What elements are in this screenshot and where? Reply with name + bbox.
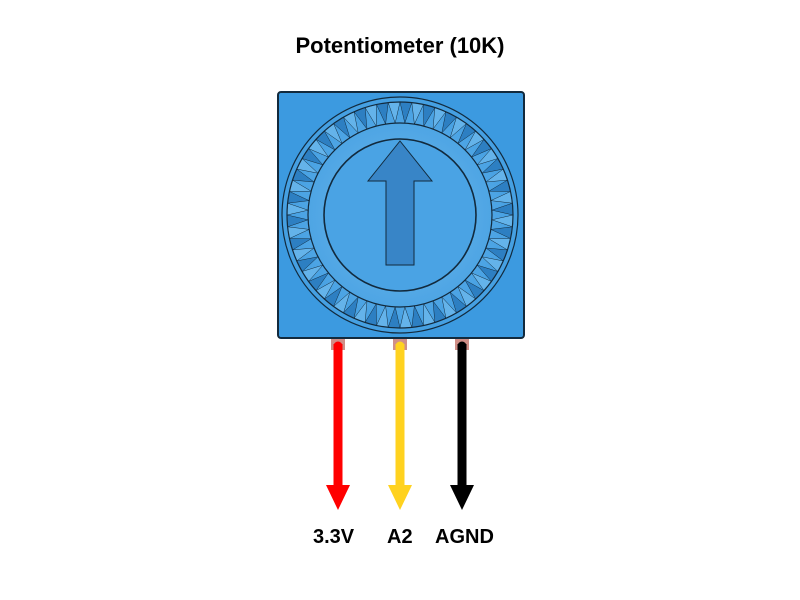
pin-wire xyxy=(334,344,343,485)
pin-label-gnd: AGND xyxy=(435,526,494,549)
pin-arrowhead-icon xyxy=(450,485,474,510)
pin-label-sig: A2 xyxy=(387,526,413,549)
pin-label-vcc: 3.3V xyxy=(313,526,354,549)
pin-wire xyxy=(458,344,467,485)
pin-arrowhead-icon xyxy=(388,485,412,510)
pin-arrowhead-icon xyxy=(326,485,350,510)
potentiometer-diagram xyxy=(0,0,800,600)
pin-wire xyxy=(396,344,405,485)
